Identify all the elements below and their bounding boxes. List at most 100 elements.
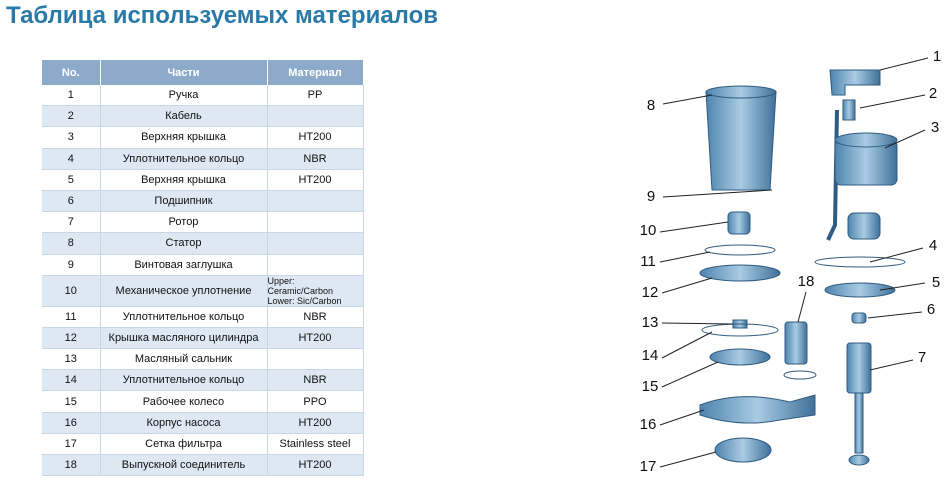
part-name: Корпус насоса <box>100 412 268 434</box>
material-line: Lower: Sic/Carbon <box>267 295 342 306</box>
material: NBR <box>267 306 364 328</box>
part-name: Масляный сальник <box>100 348 268 371</box>
leader-line <box>661 361 719 388</box>
leader-line <box>662 189 773 198</box>
row-number: 8 <box>42 232 101 255</box>
row-number: 14 <box>42 369 101 392</box>
part-label: 9 <box>647 188 655 205</box>
part-name: Выпускной соединитель <box>100 454 268 477</box>
header-row: No. Части Материал <box>42 60 364 85</box>
part-label: 15 <box>642 378 659 395</box>
leader-line <box>661 322 734 325</box>
table-row: 14 Уплотнительное кольцо NBR <box>42 369 364 392</box>
table-row: 1 Ручка PP <box>42 85 364 107</box>
material <box>267 190 364 213</box>
leader-line <box>879 282 926 291</box>
material: NBR <box>267 369 364 392</box>
part-name: Кабель <box>100 105 268 128</box>
material: HT200 <box>267 454 364 477</box>
part-label: 12 <box>642 284 659 301</box>
leader-line <box>884 129 926 149</box>
table-row: 10 Механическое уплотнение Upper: Ceramic/… <box>42 275 364 307</box>
row-number: 1 <box>42 85 101 107</box>
part-name: Уплотнительное кольцо <box>100 306 268 328</box>
table-row: 2 Кабель <box>42 105 364 128</box>
table-row: 16 Корпус насоса HT200 <box>42 412 364 434</box>
leader-line <box>869 359 914 371</box>
material <box>267 105 364 128</box>
material: Stainless steel <box>267 433 364 456</box>
part-label: 7 <box>918 349 926 366</box>
leader-line <box>659 451 717 468</box>
table-row: 11 Уплотнительное кольцо NBR <box>42 306 364 328</box>
part-name: Ротор <box>100 211 268 234</box>
row-number: 11 <box>42 306 101 328</box>
row-number: 7 <box>42 211 101 234</box>
row-number: 17 <box>42 433 101 456</box>
table-row: 12 Крышка масляного цилиндра HT200 <box>42 327 364 350</box>
leader-line <box>661 277 713 294</box>
table-row: 7 Ротор <box>42 211 364 234</box>
row-number: 4 <box>42 148 101 170</box>
table-row: 15 Рабочее колесо PPO <box>42 390 364 413</box>
material: HT200 <box>267 126 364 149</box>
part-label: 14 <box>642 347 659 364</box>
row-number: 10 <box>42 275 101 307</box>
part-name: Уплотнительное кольцо <box>100 369 268 392</box>
material: PPO <box>267 390 364 413</box>
materials-table: No. Части Материал 1 Ручка PP 2 Кабель 3 Верхняя… <box>42 60 364 477</box>
material: HT200 <box>267 327 364 350</box>
column-header: Материал <box>267 60 364 85</box>
material: PP <box>267 85 364 107</box>
table-row: 17 Сетка фильтра Stainless steel <box>42 433 364 456</box>
part-name: Статор <box>100 232 268 255</box>
material: HT200 <box>267 169 364 191</box>
material <box>267 211 364 234</box>
part-label: 10 <box>640 222 657 239</box>
part-label: 16 <box>640 416 657 433</box>
row-number: 6 <box>42 190 101 213</box>
part-label: 3 <box>931 119 939 136</box>
material <box>267 254 364 276</box>
leader-line <box>659 221 729 233</box>
title: Таблица используемых материалов <box>6 2 439 29</box>
row-number: 18 <box>42 454 101 477</box>
row-number: 9 <box>42 254 101 276</box>
row-number: 2 <box>42 105 101 128</box>
table-row: 9 Винтовая заглушка <box>42 254 364 276</box>
table-row: 6 Подшипник <box>42 190 364 213</box>
leader-line <box>867 311 923 319</box>
part-name: Уплотнительное кольцо <box>100 148 268 170</box>
part-label: 18 <box>798 273 815 290</box>
part-label: 17 <box>640 458 657 475</box>
part-name: Верхняя крышка <box>100 169 268 191</box>
part-name: Верхняя крышка <box>100 126 268 149</box>
part-name: Крышка масляного цилиндра <box>100 327 268 350</box>
table-row: 4 Уплотнительное кольцо NBR <box>42 148 364 170</box>
row-number: 12 <box>42 327 101 350</box>
table-row: 13 Масляный сальник <box>42 348 364 371</box>
part-name: Ручка <box>100 85 268 107</box>
part-label: 13 <box>642 314 659 331</box>
material-line: Upper: Ceramic/Carbon <box>267 275 334 296</box>
pump-parts <box>699 69 906 466</box>
row-number: 5 <box>42 169 101 191</box>
part-name: Рабочее колесо <box>100 390 268 413</box>
row-number: 15 <box>42 390 101 413</box>
leader-line <box>797 291 807 323</box>
part-label: 11 <box>640 253 656 270</box>
part-name: Винтовая заглушка <box>100 254 268 276</box>
material <box>267 348 364 371</box>
part-label: 5 <box>932 274 940 291</box>
material <box>267 232 364 255</box>
leader-line <box>659 251 711 263</box>
row-number: 16 <box>42 412 101 434</box>
leader-line <box>659 409 705 426</box>
table-row: 5 Верхняя крышка HT200 <box>42 169 364 191</box>
part-label: 2 <box>929 85 937 102</box>
material: HT200 <box>267 412 364 434</box>
table-row: 3 Верхняя крышка HT200 <box>42 126 364 149</box>
material: Upper: Ceramic/Carbon Lower: Sic/Carbon <box>267 275 364 307</box>
